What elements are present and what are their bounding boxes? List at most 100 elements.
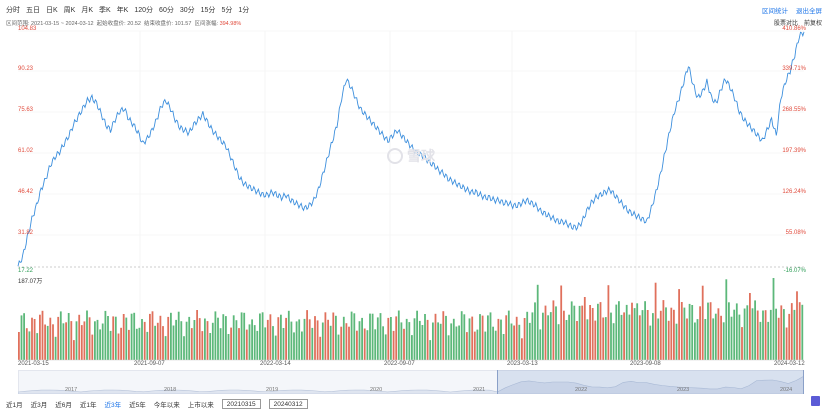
volume-bar: [36, 333, 39, 360]
tab-5min[interactable]: 5分: [221, 7, 233, 14]
volume-bar: [463, 314, 466, 360]
volume-bar: [104, 310, 107, 360]
volume-bar: [287, 310, 290, 360]
volume-bar: [625, 304, 628, 360]
volume-bar: [99, 329, 101, 360]
volume-bar: [563, 310, 565, 360]
volume-bar: [133, 312, 136, 360]
volume-bar: [177, 311, 180, 360]
volume-bar: [468, 318, 471, 360]
range-1m[interactable]: 近1月: [6, 402, 23, 409]
volume-bar: [790, 303, 793, 360]
volume-bar: [589, 305, 591, 360]
volume-bar: [466, 332, 468, 360]
range-6m[interactable]: 近6月: [55, 402, 72, 409]
volume-bar: [18, 332, 20, 360]
volume-bar: [599, 302, 602, 360]
range-5y[interactable]: 近5年: [129, 402, 146, 409]
volume-bar: [277, 317, 280, 360]
volume-bar: [547, 315, 549, 360]
volume-bar: [44, 324, 46, 360]
tab-five-day[interactable]: 五日: [26, 7, 40, 14]
volume-bar: [405, 318, 408, 360]
tab-weekly-k[interactable]: 周K: [63, 7, 76, 14]
tab-monthly-k[interactable]: 月K: [81, 7, 94, 14]
volume-bar: [612, 323, 615, 360]
tab-15min[interactable]: 15分: [200, 7, 216, 14]
volume-bar: [298, 319, 301, 360]
volume-bar: [641, 310, 644, 360]
volume-bar: [285, 317, 287, 360]
volume-bar: [751, 308, 754, 360]
volume-bar: [738, 314, 741, 360]
volume-bar: [594, 320, 597, 360]
period-tabs: 分时 五日 日K 周K 月K 季K 年K 120分 60分 30分 15分 5分…: [6, 4, 255, 18]
volume-bar: [290, 321, 293, 360]
tab-120min[interactable]: 120分: [134, 7, 154, 14]
volume-bar: [649, 325, 652, 360]
volume-bar: [259, 313, 261, 360]
tab-30min[interactable]: 30分: [179, 7, 195, 14]
volume-bar: [170, 312, 172, 360]
volume-bar: [33, 319, 36, 360]
tab-1min[interactable]: 1分: [238, 7, 250, 14]
x-label: 2022-09-07: [384, 361, 415, 367]
compare-button[interactable]: 股票对比: [773, 21, 798, 27]
volume-bar: [793, 309, 796, 360]
volume-bar: [618, 301, 620, 360]
exit-fullscreen-button[interactable]: 退出全屏: [796, 8, 822, 15]
volume-bar: [759, 321, 762, 360]
sidebar-toggle-icon[interactable]: [811, 396, 820, 406]
volume-bar: [801, 304, 804, 360]
volume-bar: [683, 307, 686, 360]
volume-bar: [620, 314, 623, 360]
volume-bar: [586, 319, 589, 360]
overview-line: [18, 375, 804, 394]
volume-bar: [46, 325, 49, 360]
volume-bar: [518, 324, 521, 360]
volume-bar: [557, 324, 560, 360]
volume-bar: [408, 322, 411, 360]
volume-bar: [324, 312, 327, 360]
volume-bar: [542, 312, 544, 360]
start-date-input[interactable]: 20210315: [221, 399, 261, 409]
tab-fenshi[interactable]: 分时: [6, 7, 20, 14]
volume-bar: [746, 305, 749, 360]
volume-bar: [128, 329, 130, 360]
end-date-input[interactable]: 20240312: [268, 399, 308, 409]
watermark: 雪球: [387, 146, 435, 166]
volume-bar: [41, 310, 44, 360]
volume-bar: [54, 336, 57, 360]
volume-bar: [783, 309, 785, 360]
volume-bar: [777, 317, 780, 360]
tab-daily-k[interactable]: 日K: [46, 7, 58, 14]
range-3y[interactable]: 近3年: [104, 402, 122, 409]
range-ytd[interactable]: 今年以来: [153, 402, 180, 409]
volume-bar: [565, 320, 568, 360]
range-1y[interactable]: 近1年: [79, 402, 97, 409]
range-stats-button[interactable]: 区间统计: [762, 8, 788, 15]
range-since-listing[interactable]: 上市以来: [187, 402, 214, 409]
volume-bar: [513, 325, 515, 360]
year-label: 2023: [677, 387, 690, 393]
overview-selection[interactable]: [497, 370, 804, 394]
y-left-label: 46.42: [18, 189, 34, 195]
tab-quarterly-k[interactable]: 季K: [99, 7, 111, 14]
volume-bar: [772, 278, 775, 360]
range-3m[interactable]: 近3月: [30, 402, 48, 409]
volume-bar: [560, 285, 563, 360]
volume-bar: [631, 302, 633, 360]
volume-bar: [67, 313, 70, 360]
volume-bar: [293, 332, 295, 360]
volume-bar: [487, 315, 489, 360]
year-label: 2024: [780, 387, 793, 393]
y-right-label: 268.55%: [782, 107, 806, 113]
volume-bar: [767, 321, 770, 360]
adjust-button[interactable]: 前复权: [803, 21, 822, 27]
tab-60min[interactable]: 60分: [159, 7, 174, 14]
volume-bar: [528, 322, 531, 360]
tab-yearly-k[interactable]: 年K: [116, 7, 129, 14]
volume-bar: [452, 318, 455, 360]
range-info: 区间范围: 2021-03-15 ~ 2024-03-12 起始收盘价: 20.…: [6, 19, 241, 27]
